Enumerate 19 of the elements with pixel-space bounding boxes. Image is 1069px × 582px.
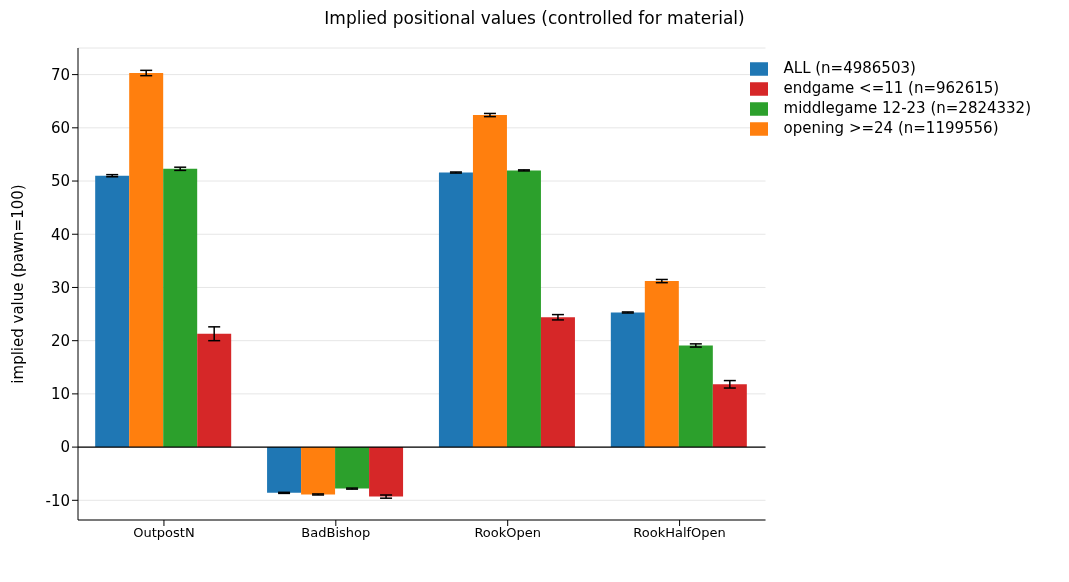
y-tick-label: -10 <box>45 491 70 510</box>
y-tick-label: 30 <box>50 278 70 297</box>
legend-label: middlegame 12-23 (n=2824332) <box>783 99 1031 117</box>
x-tick-label: OutpostN <box>133 525 195 541</box>
x-tick-label: RookHalfOpen <box>633 525 726 541</box>
y-tick-label: 40 <box>50 225 70 244</box>
x-tick-label: BadBishop <box>301 525 371 541</box>
legend-label: ALL (n=4986503) <box>783 59 916 77</box>
chart-title: Implied positional values (controlled for material) <box>323 8 746 28</box>
y-tick-label: 50 <box>50 172 70 191</box>
y-axis-title: implied value (pawn=100) <box>9 184 28 384</box>
y-tick-label: 0 <box>60 438 70 457</box>
y-tick-label: 10 <box>50 385 70 404</box>
legend-label: endgame <=11 (n=962615) <box>783 79 1000 97</box>
y-tick-label: 70 <box>50 65 70 84</box>
y-tick-label: 20 <box>50 332 70 350</box>
legend-label: opening >=24 (n=1199556) <box>783 119 999 137</box>
x-tick-label: RookOpen <box>474 525 541 541</box>
y-tick-label: 60 <box>50 119 70 138</box>
